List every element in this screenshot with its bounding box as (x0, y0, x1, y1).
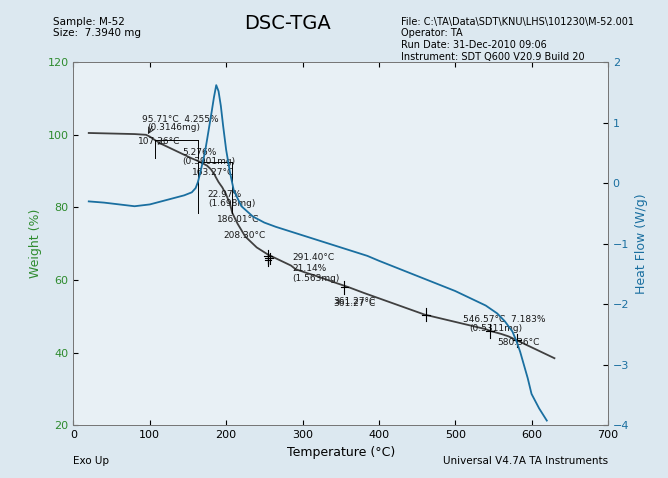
Text: 22.97%: 22.97% (208, 190, 242, 198)
Text: 95.71°C  4.255%: 95.71°C 4.255% (142, 115, 219, 124)
Text: 361.27°C: 361.27°C (333, 299, 375, 307)
X-axis label: Temperature (°C): Temperature (°C) (287, 446, 395, 459)
Text: (1.563mg): (1.563mg) (293, 274, 340, 283)
Y-axis label: Weight (%): Weight (%) (29, 209, 42, 279)
Text: File: C:\TA\Data\SDT\KNU\LHS\101230\M-52.001
Operator: TA
Run Date: 31-Dec-2010 : File: C:\TA\Data\SDT\KNU\LHS\101230\M-52… (401, 17, 634, 62)
Text: 21.14%: 21.14% (293, 264, 327, 273)
Y-axis label: Heat Flow (W/g): Heat Flow (W/g) (635, 194, 648, 294)
Text: 580.36°C: 580.36°C (497, 338, 540, 348)
Text: Sample: M-52
Size:  7.3940 mg: Sample: M-52 Size: 7.3940 mg (53, 17, 142, 38)
Text: Exo Up: Exo Up (73, 456, 110, 466)
Text: 163.27°C: 163.27°C (192, 168, 234, 177)
Text: (0.3146mg): (0.3146mg) (148, 123, 200, 132)
Text: DSC-TGA: DSC-TGA (244, 14, 331, 33)
Text: (0.3901mg): (0.3901mg) (182, 157, 235, 166)
Text: (1.698mg): (1.698mg) (208, 199, 255, 207)
Text: 5.276%: 5.276% (182, 148, 216, 157)
Text: 107.36°C: 107.36°C (138, 137, 180, 146)
Text: (0.5311mg): (0.5311mg) (470, 324, 523, 333)
Text: Universal V4.7A TA Instruments: Universal V4.7A TA Instruments (443, 456, 608, 466)
Text: 291.40°C: 291.40°C (293, 253, 335, 262)
Text: 361.27°C: 361.27°C (333, 297, 375, 306)
Text: 208.30°C: 208.30°C (223, 231, 265, 240)
Text: 546.57°C  7.183%: 546.57°C 7.183% (463, 315, 545, 324)
Text: 186.01°C: 186.01°C (217, 215, 259, 224)
